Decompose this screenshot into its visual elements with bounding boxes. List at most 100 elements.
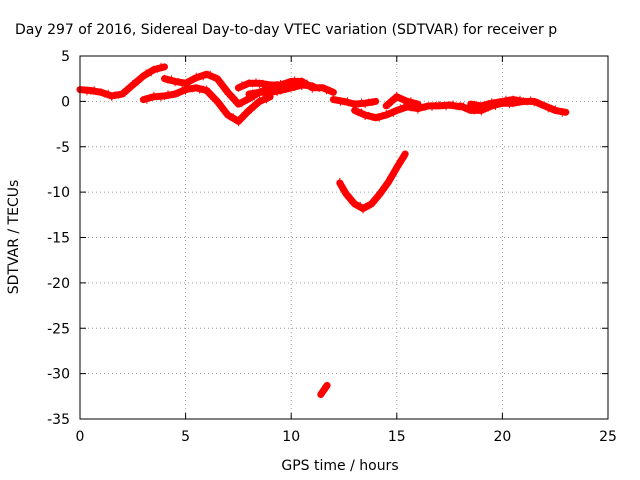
data-point	[362, 102, 369, 109]
data-point	[246, 93, 252, 100]
data-point	[214, 74, 221, 81]
data-point	[395, 162, 402, 169]
data-point	[471, 108, 478, 115]
data-point	[84, 89, 90, 96]
data-point	[429, 104, 435, 111]
data-point	[495, 101, 502, 107]
data-point	[230, 113, 237, 120]
data-point	[158, 95, 164, 102]
data-point	[545, 106, 552, 113]
data-point	[242, 81, 249, 88]
y-tick-label: 0	[61, 94, 70, 110]
data-point	[87, 88, 94, 95]
data-point	[101, 91, 108, 98]
data-point	[443, 104, 450, 111]
y-tick-label: -25	[47, 321, 70, 337]
data-point	[270, 88, 277, 95]
data-point	[231, 94, 238, 101]
data-point	[224, 111, 231, 117]
data-point	[330, 94, 337, 101]
data-point	[510, 95, 516, 102]
data-point	[80, 86, 87, 93]
data-point	[385, 180, 392, 187]
data-point	[108, 94, 115, 101]
y-tick-label: -5	[56, 140, 70, 156]
data-point	[253, 90, 259, 97]
y-tick-label: 5	[61, 49, 70, 65]
data-point	[253, 101, 260, 108]
data-point	[347, 195, 354, 202]
data-point	[175, 90, 182, 97]
data-point	[249, 89, 256, 96]
data-point	[161, 93, 168, 100]
data-point	[274, 90, 281, 97]
data-point	[115, 92, 122, 99]
data-point	[277, 88, 284, 95]
data-point	[260, 91, 266, 98]
data-point	[422, 104, 428, 111]
data-point	[203, 85, 210, 92]
series-band	[336, 150, 409, 212]
data-point	[499, 99, 506, 106]
data-point	[411, 100, 418, 107]
data-point	[148, 70, 155, 77]
data-point	[355, 110, 362, 116]
data-point	[295, 80, 302, 87]
data-point	[334, 97, 340, 104]
data-point	[393, 108, 400, 115]
data-point	[203, 72, 210, 79]
data-point	[372, 114, 379, 121]
data-point	[527, 96, 534, 103]
data-point	[235, 85, 242, 92]
data-point	[256, 89, 263, 96]
data-series	[76, 62, 570, 398]
data-point	[161, 74, 168, 81]
data-point	[385, 102, 392, 109]
y-tick-label: -35	[47, 412, 70, 428]
data-point	[439, 102, 446, 109]
data-point	[298, 84, 305, 90]
data-point	[140, 74, 147, 80]
data-point	[168, 91, 175, 98]
data-point	[531, 100, 538, 107]
x-axis-label: GPS time / hours	[281, 458, 398, 474]
data-point	[344, 97, 351, 104]
data-point	[205, 89, 212, 96]
data-point	[326, 86, 333, 93]
data-point	[98, 88, 105, 95]
data-point	[263, 88, 270, 95]
data-point	[381, 187, 388, 193]
data-point	[135, 79, 142, 86]
data-point	[407, 105, 414, 112]
data-point	[207, 70, 214, 77]
data-point	[358, 98, 365, 105]
data-point	[263, 97, 270, 104]
y-tick-label: -30	[47, 367, 70, 383]
data-point	[319, 84, 326, 91]
data-point	[227, 90, 233, 97]
data-point	[338, 182, 345, 189]
data-point	[552, 105, 559, 112]
data-point	[158, 62, 164, 69]
data-point	[404, 99, 411, 106]
data-point	[179, 86, 186, 93]
data-point	[365, 98, 372, 105]
data-point	[105, 89, 112, 96]
data-point	[341, 99, 347, 106]
data-point	[362, 114, 369, 120]
data-point	[485, 100, 492, 107]
data-point	[555, 108, 562, 115]
data-point	[305, 83, 312, 90]
data-point	[189, 86, 196, 93]
data-point	[216, 99, 223, 106]
data-point	[182, 88, 189, 95]
data-point	[143, 97, 150, 104]
data-point	[220, 83, 227, 90]
data-point	[397, 104, 404, 111]
data-point	[112, 91, 119, 98]
x-tick-label: 0	[76, 429, 85, 445]
data-point	[193, 72, 200, 79]
data-point	[365, 111, 372, 118]
data-point	[277, 80, 284, 86]
data-point	[210, 93, 217, 99]
